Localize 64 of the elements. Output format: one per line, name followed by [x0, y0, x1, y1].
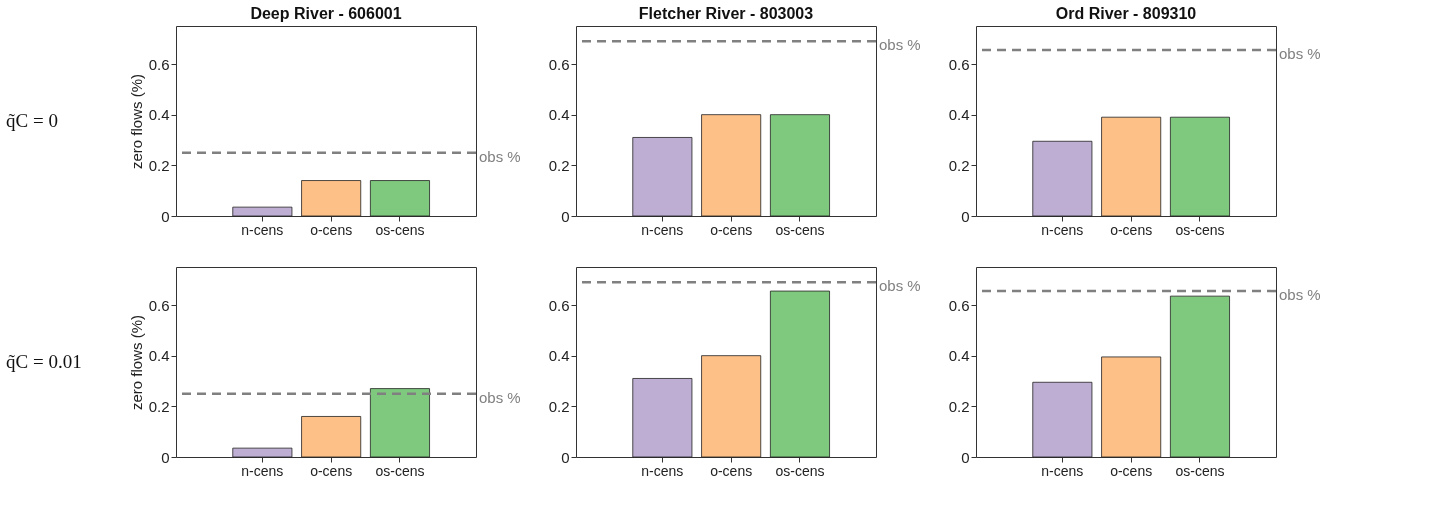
y-tick-label: 0.4 — [148, 106, 170, 124]
x-tick-label: o-cens — [310, 462, 353, 479]
x-tick-label: o-cens — [1110, 221, 1153, 238]
x-tick-label: os-cens — [775, 221, 825, 238]
y-tick-label: 0.4 — [148, 347, 170, 365]
ref-line-label: obs % — [479, 147, 521, 165]
text: q̃C = 0 — [6, 110, 58, 131]
y-tick-label: 0 — [161, 207, 170, 225]
bar — [232, 447, 293, 458]
bar — [1101, 356, 1162, 458]
x-tick-label: o-cens — [710, 462, 753, 479]
text: q̃C = 0.01 — [6, 351, 82, 372]
y-tick-label: 0 — [561, 448, 570, 466]
y-tick-label: 0.4 — [548, 347, 570, 365]
x-tick-label: o-cens — [710, 221, 753, 238]
y-axis-title: zero flows (%) — [127, 73, 145, 170]
y-tick-label: 0.2 — [548, 156, 570, 174]
x-tick-label: n-cens — [1041, 221, 1084, 238]
bar — [1032, 381, 1093, 458]
x-tick-label: n-cens — [241, 221, 284, 238]
x-tick-label: os-cens — [1175, 462, 1225, 479]
bar — [1169, 295, 1230, 458]
chart-title: Ord River - 809310 — [1055, 5, 1197, 22]
y-tick-label: 0.6 — [948, 55, 970, 73]
y-tick-label: 0.6 — [548, 55, 570, 73]
ref-line-label: obs % — [479, 388, 521, 406]
y-tick-label: 0 — [961, 448, 970, 466]
y-tick-label: 0.6 — [548, 296, 570, 314]
bar — [369, 388, 430, 458]
ref-line-label: obs % — [1279, 45, 1321, 63]
y-tick-label: 0.2 — [948, 397, 970, 415]
chart-title: Deep River - 606001 — [250, 5, 402, 22]
x-tick-label: o-cens — [310, 221, 353, 238]
y-tick-label: 0 — [161, 448, 170, 466]
y-tick-label: 0.2 — [948, 156, 970, 174]
ref-line-label: obs % — [879, 277, 921, 295]
ref-line-label: obs % — [1279, 286, 1321, 304]
x-tick-label: n-cens — [641, 462, 684, 479]
y-tick-label: 0.2 — [148, 397, 170, 415]
x-tick-label: n-cens — [1041, 462, 1084, 479]
bar — [632, 378, 693, 458]
y-tick-label: 0 — [561, 207, 570, 225]
x-tick-label: n-cens — [641, 221, 684, 238]
x-tick-label: n-cens — [241, 462, 284, 479]
y-tick-label: 0.4 — [548, 106, 570, 124]
x-tick-label: o-cens — [1110, 462, 1153, 479]
y-tick-label: 0.6 — [148, 296, 170, 314]
bar — [769, 290, 830, 458]
y-tick-label: 0.6 — [948, 296, 970, 314]
x-tick-label: os-cens — [375, 462, 425, 479]
y-axis-title: zero flows (%) — [127, 314, 145, 411]
y-tick-label: 0 — [961, 207, 970, 225]
x-tick-label: os-cens — [775, 462, 825, 479]
y-tick-label: 0.2 — [548, 397, 570, 415]
bar — [701, 355, 762, 458]
y-tick-label: 0.4 — [948, 347, 970, 365]
y-tick-label: 0.6 — [148, 55, 170, 73]
x-tick-label: os-cens — [1175, 221, 1225, 238]
y-tick-label: 0.4 — [948, 106, 970, 124]
y-tick-label: 0.2 — [148, 156, 170, 174]
ref-line-label: obs % — [879, 36, 921, 54]
chart-title: Fletcher River - 803003 — [638, 5, 814, 22]
bar — [301, 416, 362, 458]
x-tick-label: os-cens — [375, 221, 425, 238]
